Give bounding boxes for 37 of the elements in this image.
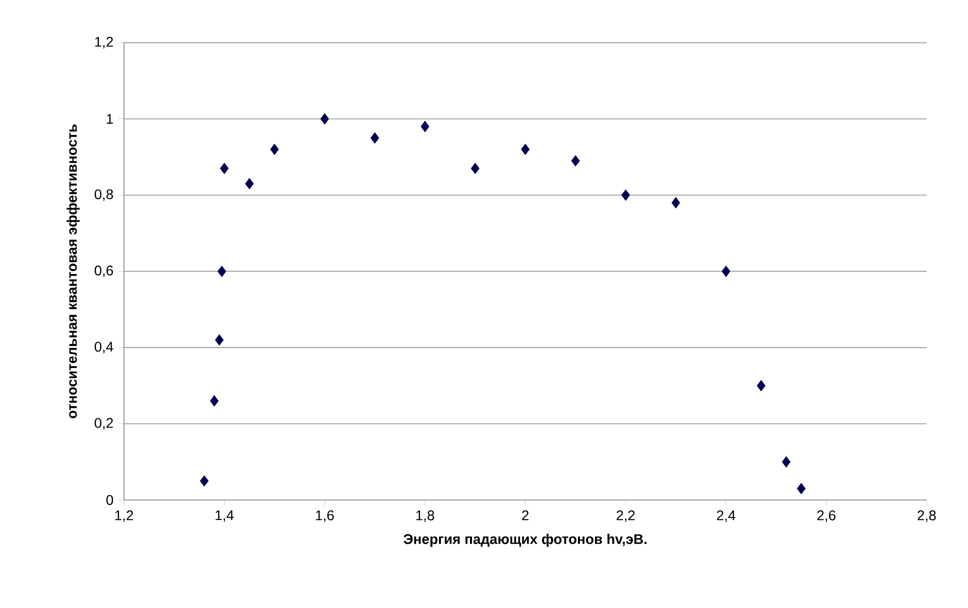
point (571, 155, 580, 166)
point (672, 197, 680, 208)
point (756, 380, 766, 392)
x-tick-label: 2,6 (817, 510, 836, 522)
y-tick-label: 1 (106, 114, 113, 124)
y-tick-label: 0 (106, 495, 114, 505)
point (218, 266, 226, 277)
point (370, 132, 380, 144)
point (215, 334, 224, 346)
x-tick-label: 2,8 (918, 510, 936, 522)
x-tick-label: 1,6 (316, 510, 334, 522)
point (621, 190, 630, 201)
x-tick-label: 2 (522, 510, 529, 520)
x-tick-label: 1,4 (216, 510, 234, 522)
y-tick-label: 0,2 (94, 418, 113, 430)
point (270, 144, 279, 155)
y-tick-label: 0,6 (94, 266, 113, 278)
y-axis-title: относительная квантовая эффективность (66, 124, 80, 418)
point (320, 113, 329, 124)
x-tick-label: 2,2 (616, 510, 635, 522)
point (470, 162, 480, 174)
point (245, 178, 254, 190)
point (796, 482, 806, 494)
point (420, 120, 430, 132)
x-tick-label: 1,8 (416, 510, 434, 522)
point (782, 456, 790, 468)
point (200, 475, 209, 487)
point (210, 395, 219, 407)
y-tick-label: 0,8 (94, 189, 113, 201)
y-tick-label: 1,2 (95, 36, 113, 48)
x-axis-title: Энергия падающих фотонов hv,эВ. (404, 534, 646, 547)
x-tick-label: 2,4 (716, 510, 736, 522)
point (220, 162, 229, 174)
y-tick-label: 0,4 (94, 342, 114, 354)
point (722, 266, 730, 277)
x-tick-label: 1,2 (115, 510, 134, 522)
point (521, 144, 530, 155)
